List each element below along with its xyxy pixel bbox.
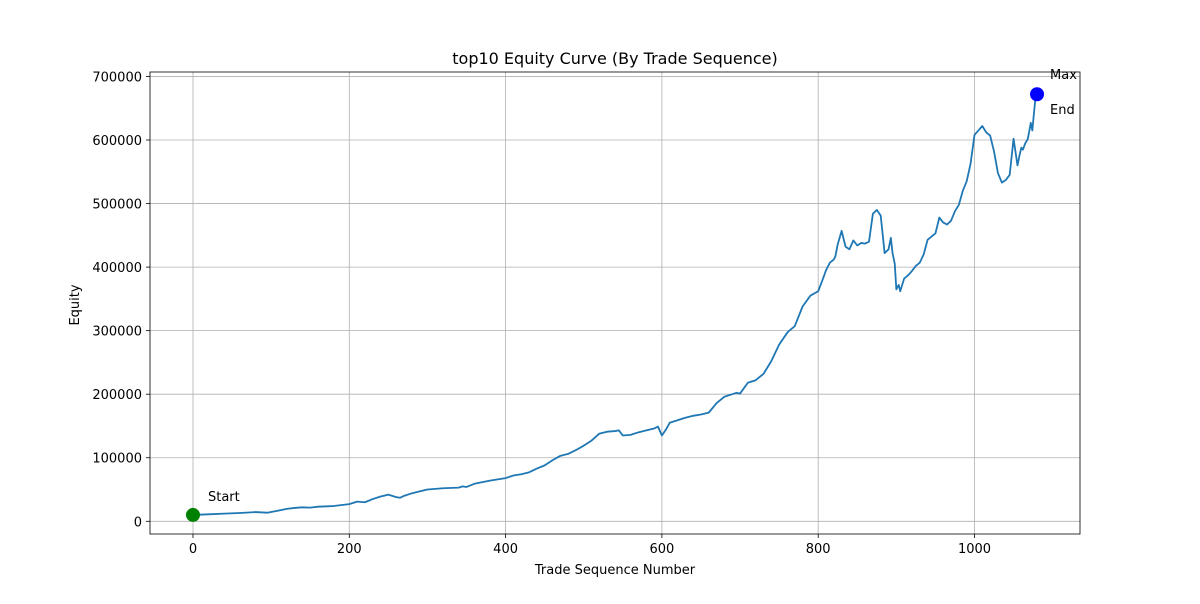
y-tick-label: 0 bbox=[134, 515, 142, 530]
x-axis-label: Trade Sequence Number bbox=[534, 563, 696, 578]
x-tick-label: 1000 bbox=[958, 542, 991, 557]
y-tick-label: 100000 bbox=[92, 452, 142, 467]
x-tick-label: 600 bbox=[649, 542, 674, 557]
y-tick-label: 600000 bbox=[92, 134, 142, 149]
end-annotation: End bbox=[1050, 103, 1075, 118]
x-tick-label: 800 bbox=[806, 542, 831, 557]
y-tick-label: 300000 bbox=[92, 325, 142, 340]
y-tick-label: 500000 bbox=[92, 198, 142, 213]
max-marker bbox=[1030, 87, 1045, 102]
y-tick-label: 200000 bbox=[92, 388, 142, 403]
x-tick-label: 200 bbox=[337, 542, 362, 557]
chart-title: top10 Equity Curve (By Trade Sequence) bbox=[452, 49, 777, 68]
grid-lines bbox=[150, 72, 1080, 534]
max-annotation: Max bbox=[1050, 68, 1077, 83]
x-tick-label: 400 bbox=[493, 542, 518, 557]
y-tick-label: 400000 bbox=[92, 261, 142, 276]
y-axis-label: Equity bbox=[68, 284, 83, 325]
plot-area: Start Max End bbox=[185, 68, 1077, 522]
axes-frame bbox=[149, 71, 1081, 535]
equity-line bbox=[192, 93, 1038, 516]
y-tick-label: 700000 bbox=[92, 70, 142, 85]
start-annotation: Start bbox=[208, 490, 240, 505]
start-marker bbox=[185, 507, 200, 522]
axes: 0 200 400 600 800 1000 0 100000 200000 300000 4000… bbox=[92, 70, 1081, 557]
x-tick-label: 0 bbox=[189, 542, 197, 557]
